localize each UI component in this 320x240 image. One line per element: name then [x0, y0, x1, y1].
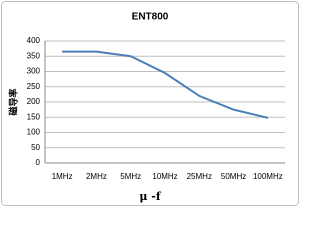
x-tick-label: 100MHz	[253, 172, 283, 181]
x-tick-label: 10MHz	[152, 172, 177, 181]
x-axis-label: μ -f	[139, 190, 161, 203]
y-tick-label: 300	[27, 67, 41, 76]
y-tick-label: 50	[31, 143, 40, 152]
chart: ENT800 μ -f 磁导率 0 50 100 150 200 250 300 350 400…	[1, 1, 299, 206]
x-tick-label: 50MHz	[221, 172, 246, 181]
x-tick-label: 25MHz	[187, 172, 212, 181]
y-tick-label: 100	[27, 128, 41, 137]
x-tick-label: 5MHz	[120, 172, 141, 181]
x-tick-label: 2MHz	[86, 172, 107, 181]
y-tick-label: 250	[27, 82, 41, 91]
y-tick-label: 350	[27, 51, 41, 60]
y-tick-label: 400	[27, 36, 41, 45]
y-tick-label: 200	[27, 97, 41, 106]
y-axis-label: 磁导率	[7, 88, 18, 115]
chart-title: ENT800	[132, 12, 169, 23]
x-tick-label: 1MHz	[52, 172, 73, 181]
y-tick-label: 0	[36, 158, 41, 167]
y-tick-label: 150	[27, 112, 41, 121]
data-line	[62, 50, 269, 119]
